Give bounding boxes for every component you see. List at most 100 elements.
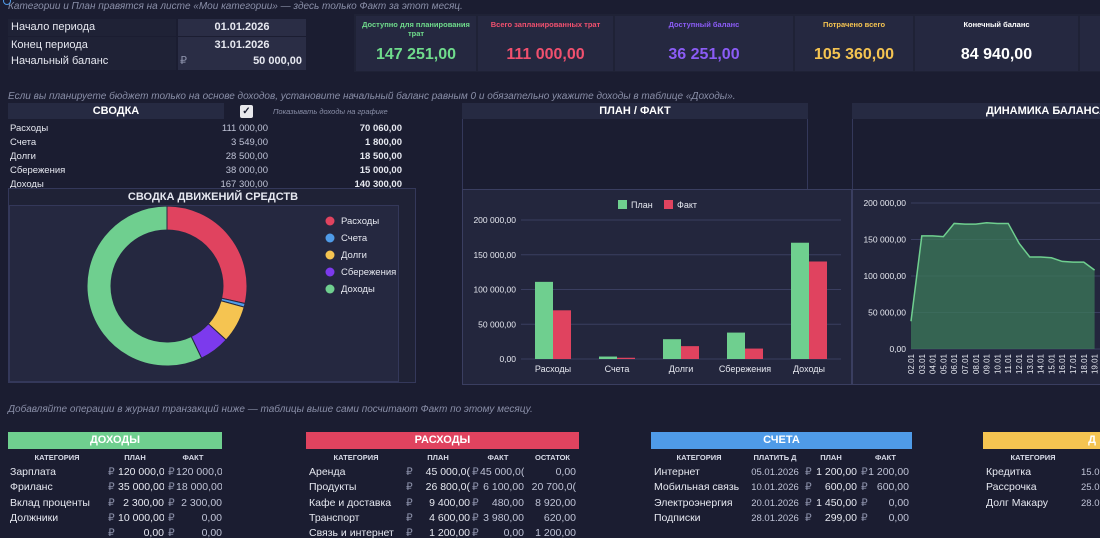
bill-plan-cell[interactable]: 1 200,00 [816,466,857,478]
bill-plan-cell[interactable]: 600,00 [824,481,857,494]
expense-plan-cell[interactable]: 1 200,00 [429,527,470,538]
x-tick-label: 02.01 [907,353,916,374]
expense-category-cell[interactable]: Транспорт [309,511,360,524]
x-tick-label: Доходы [793,364,825,374]
expense-rest-cell: 20 700,0( [531,481,576,494]
kpi-label: Конечный баланс [963,20,1030,29]
bills-col-plan: ПЛАН [820,453,842,462]
bill-due-cell[interactable]: 20.01.2026 [751,497,799,509]
debt-category-cell[interactable]: Рассрочка [986,481,1037,494]
x-tick-label: Счета [605,364,630,374]
legend-swatch [325,250,335,260]
period-end-value[interactable]: 31.01.2026 [178,37,306,54]
bill-due-cell[interactable]: 28.01.2026 [751,512,799,524]
bar-fact [809,261,827,359]
debt-due-cell[interactable]: 15.01 [1081,467,1100,478]
circle-icon[interactable] [3,0,11,5]
legend-label: Доходы [341,284,375,295]
incomes-title: ДОХОДЫ [8,432,222,449]
summary-row-plan: 3 549,00 [231,137,268,148]
expense-category-cell[interactable]: Связь и интернет [309,527,394,538]
income-category-cell[interactable]: Должники [10,511,59,524]
incomes-table: ДОХОДЫ КАТЕГОРИЯ ПЛАН ФАКТ Зарплата ₽120 … [8,432,222,538]
kpi-extra [1080,16,1100,71]
bill-fact-cell: 0,00 [888,496,909,509]
bill-category-cell[interactable]: Мобильная связь [654,481,740,494]
legend-swatch [325,216,335,226]
income-fact-cell: 0,00 [201,511,222,524]
currency-sign: ₽ [108,496,115,509]
bill-due-cell[interactable]: 10.01.2026 [751,482,799,494]
income-plan-cell[interactable]: 2 300,00 [123,496,164,509]
x-tick-label: 10.01 [993,353,1002,374]
legend-swatch [325,233,335,243]
summary-row: Расходы 111 000,00 70 060,00 [8,121,416,136]
expense-category-cell[interactable]: Кафе и доставка [309,496,392,509]
debt-category-cell[interactable]: Кредитка [986,466,1032,478]
income-category-cell[interactable] [10,526,106,538]
expenses-table: РАСХОДЫ КАТЕГОРИЯ ПЛАН ФАКТ ОСТАТОК Арен… [306,432,579,538]
expense-plan-cell[interactable]: 45 000,0( [425,466,470,478]
expense-fact-cell: 6 100,00 [483,481,524,494]
expense-plan-cell[interactable]: 9 400,00 [429,496,470,509]
expense-fact-cell: 0,00 [503,527,524,538]
expense-category-cell[interactable]: Аренда [309,466,346,478]
income-plan-cell[interactable]: 0,00 [143,527,164,538]
currency-sign: ₽ [406,466,413,478]
income-plan-cell[interactable]: 10 000,00 [118,511,164,524]
dynamics-area-chart: 0,00 50 000,00 100 000,00 150 000,00 200 000… [863,198,1100,374]
x-tick-label: 08.01 [972,353,981,374]
summary-title: СВОДКА [8,103,224,119]
bar-plan [535,281,553,359]
bill-category-cell[interactable]: Электроэнергия [654,496,733,509]
summary-table: СВОДКА ✓ Показывать доходы на графике Ра… [8,103,416,190]
period-start-value[interactable]: 01.01.2026 [178,19,306,36]
bills-col-fact: ФАКТ [875,453,896,462]
expenses-col-rest: ОСТАТОК [534,453,571,462]
expense-plan-cell[interactable]: 4 600,00 [429,511,470,524]
x-tick-label: Сбережения [719,364,771,374]
debt-due-cell[interactable]: 28.0 [1081,497,1100,509]
income-plan-cell[interactable]: 35 000,00 [118,481,164,494]
y-tick-label: 150 000,00 [863,235,906,245]
show-incomes-label: Показывать доходы на графике [273,107,388,116]
expense-rest-cell: 8 920,00 [535,496,576,509]
income-plan-cell[interactable]: 120 000,0 [118,466,164,478]
y-tick-label: 50 000,00 [868,308,906,318]
currency-sign: ₽ [168,481,175,494]
currency-sign: ₽ [861,511,868,524]
start-balance-value: 50 000,00 [253,55,302,67]
currency-sign: ₽ [168,466,175,478]
expense-plan-cell[interactable]: 26 800,0( [425,481,470,494]
incomes-col-plan: ПЛАН [124,453,146,462]
bill-category-cell[interactable]: Интернет [654,466,700,478]
income-category-cell[interactable]: Зарплата [10,466,56,478]
income-category-cell[interactable]: Фриланс [10,481,53,494]
kpi-final-balance: Конечный баланс 84 940,00 [915,16,1078,71]
debts-col-category: КАТЕГОРИЯ [1010,453,1056,462]
legend-label: Счета [341,233,368,244]
debt-due-cell[interactable]: 25.0 [1081,482,1100,494]
start-balance-field[interactable]: ₽ 50 000,00 [178,53,306,70]
currency-sign: ₽ [168,527,175,538]
balance-line [910,221,1096,322]
summary-row-fact: 1 800,00 [365,137,402,148]
period-block: Начало периода 01.01.2026 Конец периода … [8,16,306,70]
currency-sign: ₽ [406,496,413,509]
income-category-cell[interactable]: Вклад проценты [10,496,90,509]
expense-category-cell[interactable]: Продукты [309,481,357,494]
bill-plan-cell[interactable]: 1 450,00 [816,496,857,509]
show-incomes-checkbox[interactable]: ✓ [240,105,253,118]
currency-sign: ₽ [108,511,115,524]
bill-category-cell[interactable]: Подписки [654,511,701,524]
incomes-col-category: КАТЕГОРИЯ [34,453,80,462]
kpi-value: 84 940,00 [960,46,1033,63]
dynamics-spacer [852,119,1100,189]
currency-sign: ₽ [406,527,413,538]
currency-sign: ₽ [472,481,479,494]
x-tick-label: 13.01 [1026,353,1035,374]
debt-category-cell[interactable]: Долг Макару [986,496,1049,509]
bill-due-cell[interactable]: 05.01.2026 [751,467,799,478]
y-tick-label: 200 000,00 [473,215,516,225]
bill-plan-cell[interactable]: 299,00 [824,511,857,524]
